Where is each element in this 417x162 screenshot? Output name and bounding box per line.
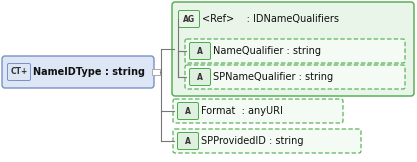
FancyBboxPatch shape — [172, 2, 414, 96]
Text: SPProvidedID : string: SPProvidedID : string — [201, 136, 304, 146]
FancyBboxPatch shape — [173, 129, 361, 153]
Text: A: A — [197, 46, 203, 56]
FancyBboxPatch shape — [189, 69, 211, 86]
Text: CT+: CT+ — [10, 68, 28, 76]
FancyBboxPatch shape — [173, 99, 343, 123]
Text: <Ref>    : IDNameQualifiers: <Ref> : IDNameQualifiers — [202, 14, 339, 24]
FancyBboxPatch shape — [2, 56, 154, 88]
FancyBboxPatch shape — [178, 103, 198, 120]
FancyBboxPatch shape — [178, 11, 199, 28]
Text: SPNameQualifier : string: SPNameQualifier : string — [213, 72, 333, 82]
FancyBboxPatch shape — [185, 39, 405, 63]
FancyBboxPatch shape — [189, 42, 211, 59]
Text: A: A — [185, 106, 191, 116]
FancyBboxPatch shape — [178, 133, 198, 150]
Bar — [152, 69, 160, 75]
Text: Format  : anyURI: Format : anyURI — [201, 106, 283, 116]
Text: A: A — [197, 73, 203, 81]
FancyBboxPatch shape — [185, 65, 405, 89]
Text: NameIDType : string: NameIDType : string — [33, 67, 145, 77]
FancyBboxPatch shape — [8, 64, 30, 81]
Text: NameQualifier : string: NameQualifier : string — [213, 46, 321, 56]
Text: AG: AG — [183, 15, 195, 23]
Text: A: A — [185, 137, 191, 145]
